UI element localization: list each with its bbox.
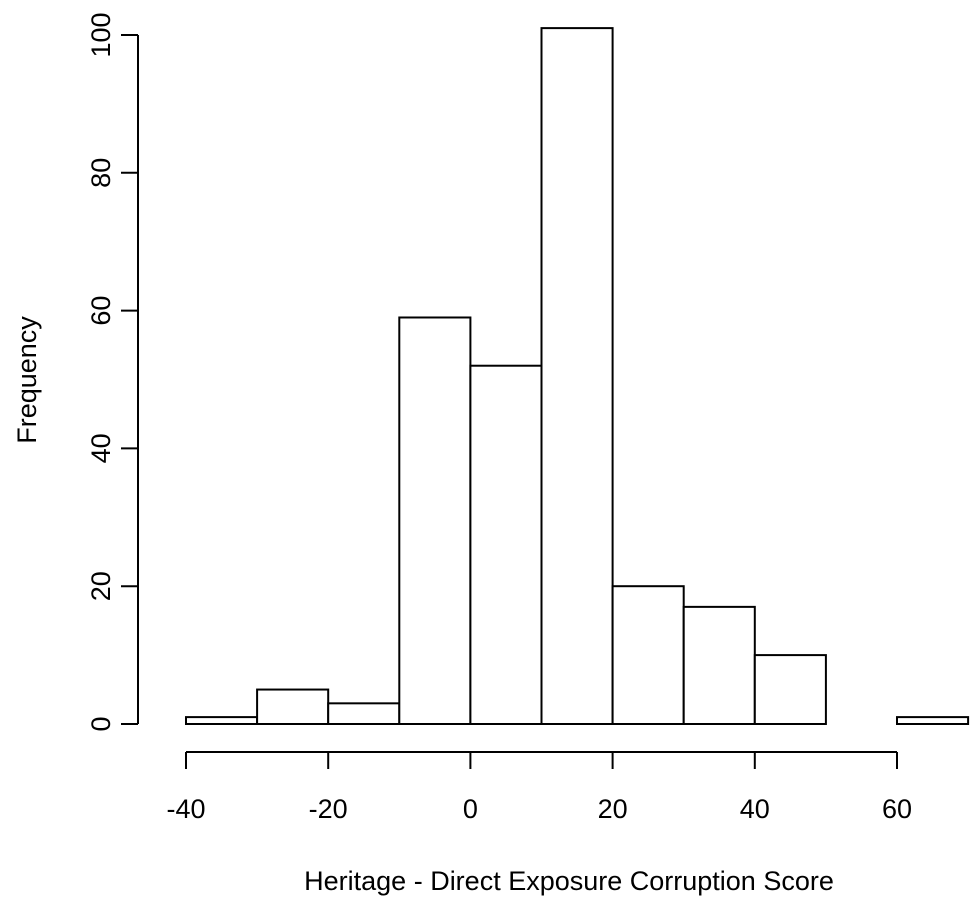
y-tick-label: 60 (86, 296, 116, 326)
histogram-bar (185, 716, 259, 725)
histogram-bar (256, 688, 330, 725)
y-axis-title: Frequency (12, 316, 42, 444)
bars (185, 27, 970, 726)
histogram-bar (682, 605, 756, 725)
histogram-bar (398, 316, 472, 725)
x-tick-label: 40 (740, 794, 770, 824)
x-tick-label: -40 (166, 794, 205, 824)
histogram-bar (896, 716, 970, 725)
histogram-bar (753, 654, 827, 725)
x-tick-label: -20 (309, 794, 348, 824)
histogram-bar (327, 702, 401, 726)
y-tick-label: 100 (86, 12, 116, 57)
x-tick-label: 60 (882, 794, 912, 824)
y-axis: 0 20 40 60 80 100 (86, 12, 139, 732)
x-tick-label: 0 (463, 794, 478, 824)
x-axis-title: Heritage - Direct Exposure Corruption Sc… (304, 866, 834, 896)
y-tick-label: 20 (86, 571, 116, 601)
histogram-bar (611, 585, 685, 726)
y-tick-label: 80 (86, 158, 116, 188)
histogram-bar (469, 364, 543, 725)
histogram-bar (540, 27, 614, 726)
x-axis: -40 -20 0 20 40 60 (166, 751, 912, 824)
y-tick-label: 40 (86, 433, 116, 463)
x-tick-label: 20 (598, 794, 628, 824)
y-tick-label: 0 (86, 716, 116, 731)
